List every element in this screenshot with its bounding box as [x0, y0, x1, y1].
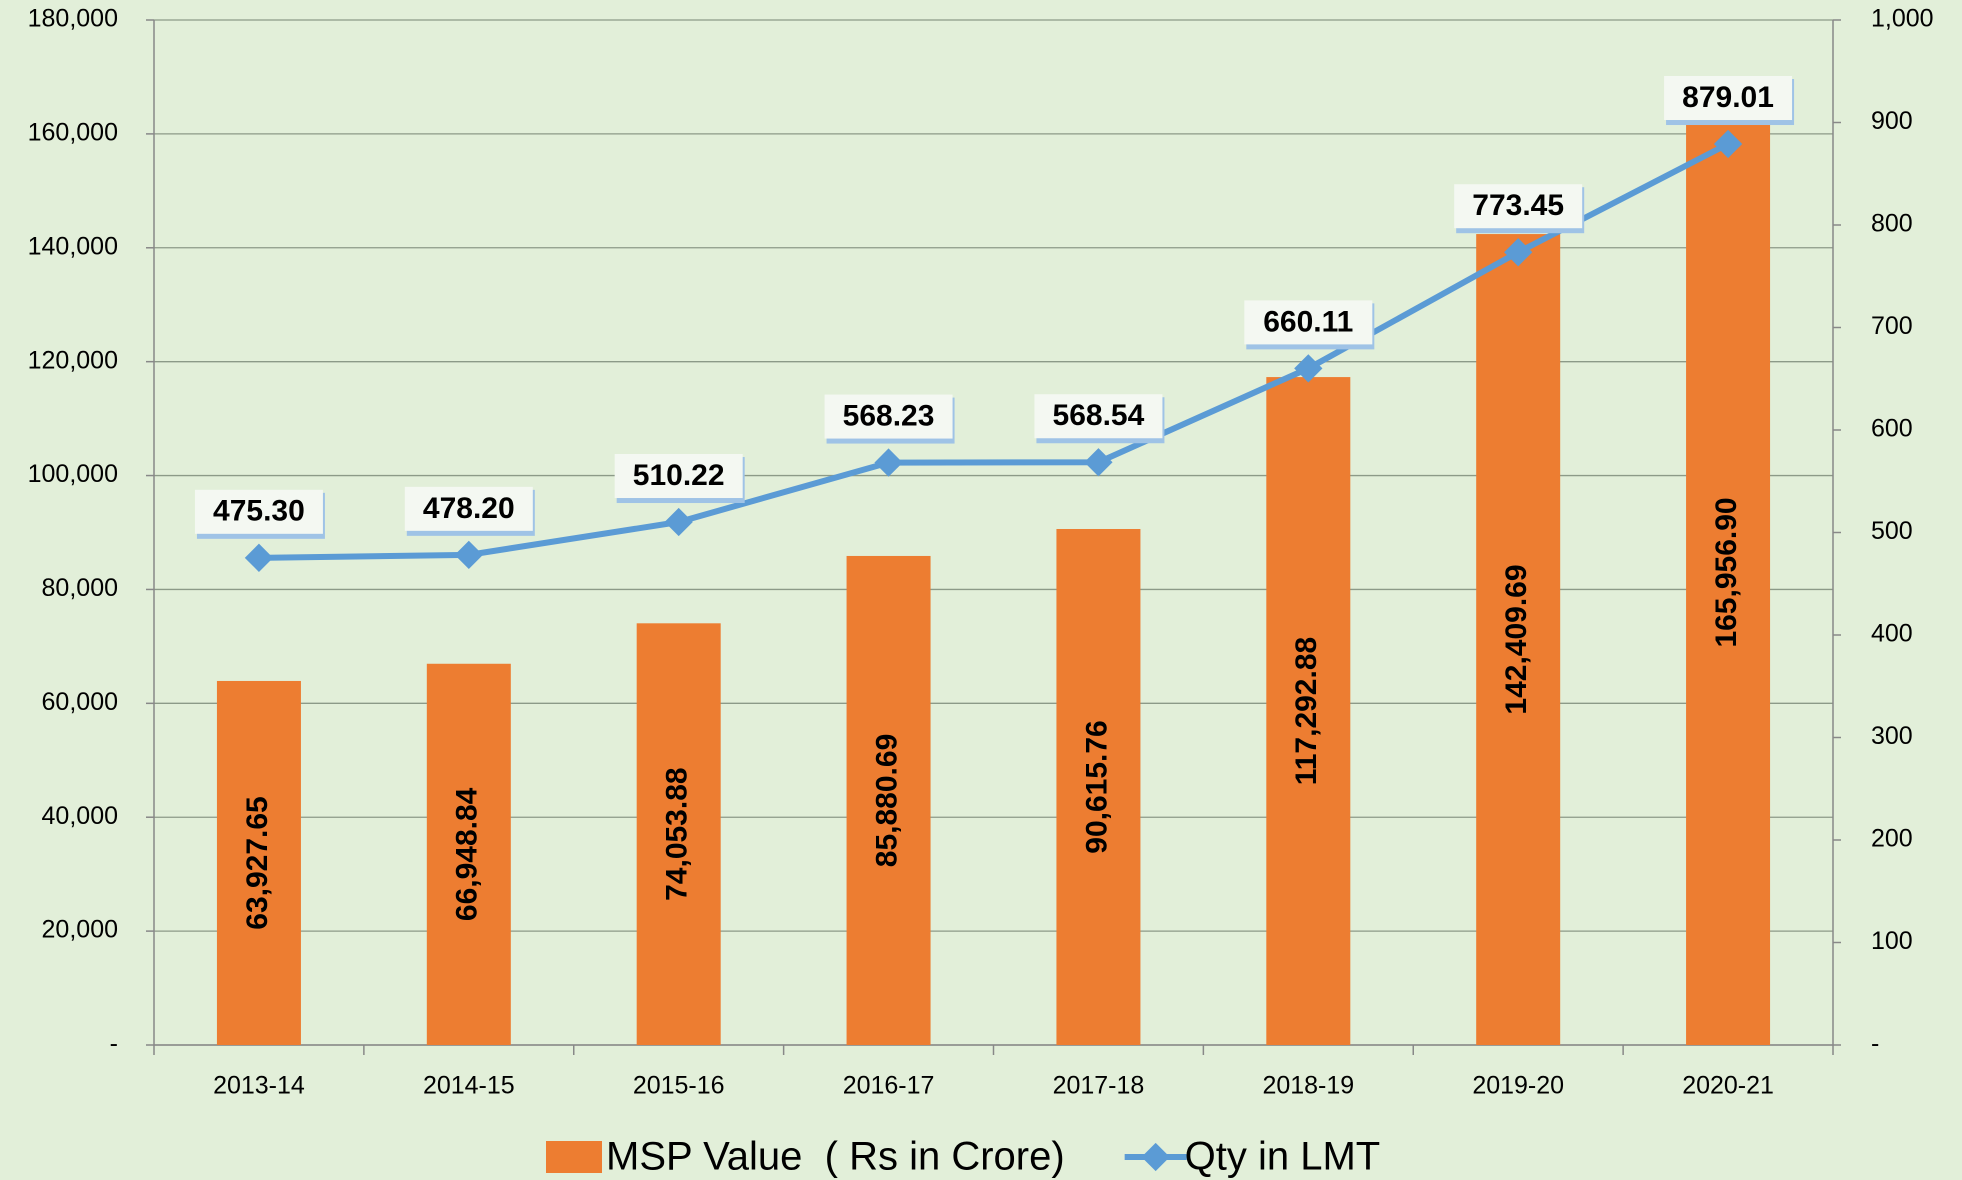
label-box [1034, 394, 1163, 439]
x-tick-label: 2020-21 [1682, 1072, 1774, 1100]
y-tick-label: 80,000 [42, 574, 118, 602]
line-marker [874, 448, 903, 477]
x-tick-label: 2015-16 [633, 1072, 725, 1100]
line-value-label: 660.11 [1263, 305, 1353, 338]
y-tick-label: - [110, 1030, 118, 1058]
label-box [1454, 184, 1583, 229]
y-tick-label: 120,000 [28, 346, 118, 374]
label-box [824, 394, 953, 439]
y-tick-label: 60,000 [42, 688, 118, 716]
line [258, 141, 1730, 561]
line-value-label: 475.30 [213, 495, 305, 528]
line-marker [454, 540, 483, 569]
bar [1056, 528, 1141, 1045]
x-tick-label: 2018-19 [1262, 1072, 1354, 1100]
line-marker [1504, 238, 1533, 267]
bar [846, 555, 931, 1045]
legend-swatch [546, 1141, 602, 1173]
legend-label: MSP Value ( Rs in Crore) [606, 1135, 1065, 1179]
line-value-label: 773.45 [1472, 189, 1564, 222]
y2-tick-label: - [1871, 1030, 1879, 1058]
y2-tick-label: 1,000 [1871, 5, 1934, 33]
line-marker [1713, 129, 1743, 159]
y2-tick-label: 400 [1871, 620, 1913, 648]
y-tick-label: 100,000 [28, 460, 118, 488]
bar [1686, 99, 1771, 1045]
y2-tick-label: 100 [1871, 927, 1913, 955]
label-box [194, 489, 323, 534]
bar [426, 663, 511, 1045]
y2-tick-label: 600 [1871, 415, 1913, 443]
x-tick-label: 2019-20 [1472, 1072, 1564, 1100]
y-tick-label: 20,000 [42, 916, 118, 944]
y-tick-label: 140,000 [28, 232, 118, 260]
label-box [404, 486, 533, 531]
line-marker [664, 507, 693, 537]
bar [636, 623, 721, 1045]
line-value-label: 478.20 [423, 492, 515, 525]
y-tick-label: 40,000 [42, 802, 118, 830]
line-value-label: 879.01 [1682, 81, 1774, 114]
x-tick-label: 2016-17 [843, 1072, 935, 1100]
x-tick-label: 2017-18 [1053, 1072, 1145, 1100]
bar-value-label: 74,053.88 [661, 767, 694, 900]
y-tick-label: 160,000 [28, 118, 118, 146]
bar-value-label: 85,880.69 [870, 734, 903, 867]
line-marker [1294, 354, 1323, 383]
bar-value-label: 90,615.76 [1080, 720, 1113, 853]
bar-value-label: 66,948.84 [451, 787, 484, 921]
legend-marker [1141, 1142, 1170, 1172]
line-value-label: 568.23 [843, 399, 935, 432]
line-value-label: 510.22 [633, 459, 725, 492]
y-tick-label: 180,000 [28, 5, 118, 33]
bar [1266, 377, 1351, 1045]
line-marker [1084, 448, 1113, 477]
y2-tick-label: 300 [1871, 722, 1913, 750]
line-marker [244, 543, 274, 572]
bar-value-label: 117,292.88 [1290, 637, 1323, 786]
y2-tick-label: 700 [1871, 312, 1913, 340]
bar [216, 680, 301, 1045]
label-box [614, 454, 743, 499]
y2-tick-label: 500 [1871, 517, 1913, 545]
x-tick-label: 2014-15 [423, 1072, 515, 1100]
label-box [1244, 300, 1373, 345]
legend-label: Qty in LMT [1185, 1135, 1381, 1179]
bar [1476, 234, 1561, 1046]
y2-tick-label: 200 [1871, 825, 1913, 853]
bar-value-label: 165,956.90 [1710, 497, 1743, 647]
line-value-label: 568.54 [1053, 399, 1145, 432]
bar-value-label: 63,927.65 [241, 796, 274, 929]
y2-tick-label: 800 [1871, 210, 1913, 238]
y2-tick-label: 900 [1871, 107, 1913, 135]
x-tick-label: 2013-14 [213, 1072, 305, 1100]
bar-value-label: 142,409.69 [1500, 564, 1533, 714]
label-box [1664, 76, 1793, 121]
